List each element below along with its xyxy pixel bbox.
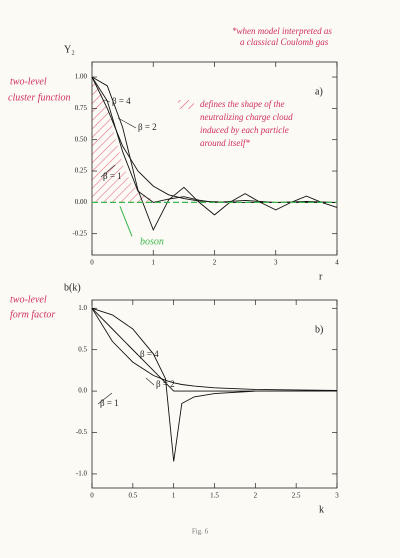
note-line: induced by each particle [200, 125, 289, 135]
y-tick-label: 0.25 [75, 167, 88, 175]
y-tick-label: 0.75 [75, 104, 88, 112]
x-tick-label: 3 [274, 259, 278, 267]
x-tick-label: 0.5 [128, 492, 137, 500]
x-tick-label: 1 [152, 259, 156, 267]
series-label: β = 1 [100, 398, 119, 408]
series-label: β = 4 [112, 96, 131, 106]
curve [91, 307, 337, 392]
curve [91, 76, 338, 232]
y-tick-label: -1.0 [76, 470, 88, 478]
note-line: two-level [10, 76, 47, 87]
caption: Fig. 6 [192, 528, 209, 536]
y-tick-label: 1.00 [75, 73, 88, 81]
y-tick-label: 0.50 [75, 135, 88, 143]
y-axis-label: Y₂ [64, 44, 75, 55]
note-line: two-level [10, 294, 47, 305]
x-tick-label: 1 [172, 492, 176, 500]
panel-label: a) [315, 86, 323, 97]
leader [117, 117, 137, 129]
x-tick-label: 4 [335, 259, 339, 267]
x-tick-label: 0 [90, 492, 94, 500]
note-line: *when model interpreted as [232, 26, 332, 36]
x-tick-label: 2.5 [292, 492, 301, 500]
y-tick-label: 0.0 [78, 387, 87, 395]
leader [97, 392, 113, 405]
curve [91, 76, 337, 203]
series-label: β = 2 [138, 122, 157, 132]
series-label: boson [140, 237, 164, 248]
y-tick-label: 1.0 [78, 304, 87, 312]
hatch-key [178, 100, 194, 109]
leader [100, 164, 116, 178]
y-tick-label: -0.25 [72, 229, 87, 237]
series-label: β = 4 [140, 349, 159, 359]
x-axis-label: k [319, 504, 324, 515]
x-tick-label: 2 [213, 259, 217, 267]
x-tick-label: 1.5 [210, 492, 219, 500]
x-tick-label: 2 [254, 492, 258, 500]
panel-label: b) [315, 324, 323, 335]
series-label: β = 2 [156, 379, 175, 389]
x-tick-label: 0 [90, 259, 94, 267]
note-line: neutralizing charge cloud [200, 112, 293, 122]
note-line: around itself* [200, 138, 250, 148]
pointer [119, 206, 133, 237]
curve [91, 308, 338, 391]
y-axis-label: b(k) [64, 282, 81, 293]
note-line: form factor [10, 309, 55, 320]
hatched-region [92, 77, 160, 203]
note-line: defines the shape of the [200, 99, 284, 109]
x-tick-label: 3 [335, 492, 339, 500]
y-tick-label: -0.5 [76, 428, 88, 436]
note-line: a classical Coulomb gas [240, 37, 329, 47]
series-label: β = 1 [103, 171, 122, 181]
y-tick-label: 0.5 [78, 345, 87, 353]
y-tick-label: 0.00 [75, 198, 88, 206]
leader [145, 377, 155, 386]
x-axis-label: r [319, 271, 323, 282]
note-line: cluster function [8, 92, 71, 103]
